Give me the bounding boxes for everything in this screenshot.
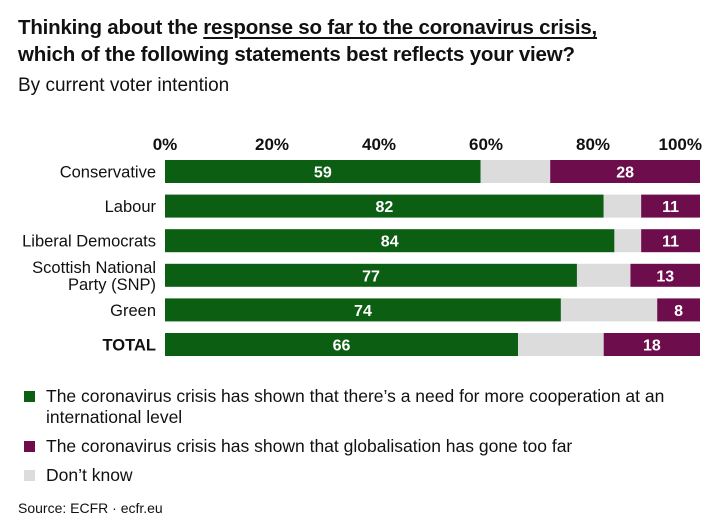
chart-subtitle: By current voter intention [18,75,230,96]
x-tick-label: 40% [362,135,396,154]
category-label: Scottish National [32,259,156,277]
bar-segment [657,298,700,322]
data-label: 13 [656,268,674,285]
data-label: 66 [333,338,351,355]
x-tick-label: 0% [153,135,178,154]
bar-segment [641,229,700,253]
category-label: Conservative [60,164,156,182]
bar-segment [641,194,700,218]
data-label: 11 [662,234,679,251]
x-tick-label: 80% [576,135,610,154]
stacked-bar-chart: 0% 20% 40% 60% 80% 100% 59 28 Conservative 82 11 La… [22,135,702,356]
bar-segment [165,298,561,322]
legend-label-cooperation: The coronavirus crisis has shown that th… [46,386,665,427]
category-label: Labour [105,198,157,216]
bar-segment [614,229,642,253]
title-part1: Thinking about the [18,16,204,39]
bar-segment [603,333,700,356]
category-label: Liberal Democrats [22,233,156,251]
source-note: Source: ECFR · ecfr.eu [18,500,163,516]
data-label: 11 [662,199,679,216]
bar-segment [630,263,700,287]
legend-swatch-dont-know [24,470,35,481]
title-underlined: response so far to the coronavirus crisi… [203,16,598,39]
bar-segment [603,194,642,218]
legend-item-globalisation: The coronavirus crisis has shown that gl… [24,436,704,457]
category-label: Green [110,302,156,320]
bar-segment [550,160,700,183]
bar-segment [560,298,658,322]
bar-segment [576,263,631,287]
category-label: TOTAL [103,337,156,355]
legend-swatch-globalisation [24,441,35,452]
legend-swatch-cooperation [24,391,35,402]
bar-segment [165,194,604,218]
bar-segment [518,333,604,356]
data-label: 84 [381,234,399,251]
legend: The coronavirus crisis has shown that th… [24,386,704,494]
chart-title: Thinking about the response so far to th… [18,14,708,68]
legend-item-dont-know: Don’t know [24,465,704,486]
title-line2: which of the following statements best r… [18,43,575,66]
data-label: 59 [314,165,332,182]
data-label: 8 [674,303,683,320]
data-label: 74 [354,303,372,320]
x-tick-label: 100% [659,135,702,154]
data-label: 18 [643,338,661,355]
legend-label-globalisation: The coronavirus crisis has shown that gl… [46,436,573,456]
data-label: 28 [616,165,634,182]
legend-item-cooperation: The coronavirus crisis has shown that th… [24,386,704,428]
bar-segment [165,333,519,356]
data-label: 77 [362,268,380,285]
bar-segment [165,263,577,287]
bar-segment [165,229,615,253]
category-label: Party (SNP) [68,276,156,294]
bar-segment [165,160,481,183]
data-label: 82 [375,199,393,216]
x-tick-label: 20% [255,135,289,154]
bar-segment [480,160,551,183]
legend-label-dont-know: Don’t know [46,465,133,485]
x-tick-label: 60% [469,135,503,154]
